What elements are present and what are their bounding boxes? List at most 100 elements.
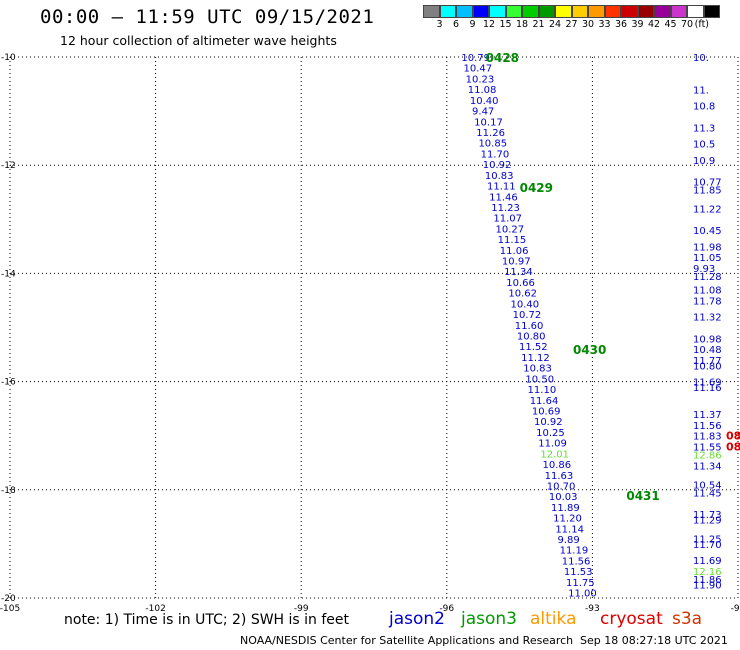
wave-height-value: 10.45 (693, 226, 722, 237)
wave-height-value: 11.63 (545, 471, 574, 482)
lon-label: -93 (585, 604, 600, 614)
legend-label: 6 (452, 19, 460, 30)
wave-height-value: 10.86 (543, 460, 572, 471)
wave-height-value: 10.8 (693, 102, 715, 113)
wave-height-value: 11.77 (693, 356, 722, 367)
wave-height-value: 10.70 (547, 481, 576, 492)
wave-height-value: 11.34 (504, 267, 533, 278)
legend-swatch (505, 5, 522, 18)
wave-height-value: 11.29 (693, 516, 722, 527)
wave-height-value: 11.75 (566, 578, 595, 589)
legend-labels: 3 6 9 12 15 18 21 24 27 30 33 36 39 42 45 70 (ft) (423, 18, 720, 30)
lon-label: -99 (294, 604, 309, 614)
wave-height-value: 10.80 (693, 361, 722, 372)
map-title: 00:00 – 11:59 UTC 09/15/2021 (40, 6, 375, 28)
legend-label: 9 (469, 19, 476, 30)
legend-swatch (522, 5, 539, 18)
wave-height-value: 10.5 (693, 140, 715, 151)
wave-height-value: 10.50 (525, 374, 554, 385)
wave-height-value: 10.03 (549, 492, 578, 503)
wave-height-value: 11.34 (693, 461, 722, 472)
wave-height-value: 11.53 (564, 567, 593, 578)
wave-height-value: 11.37 (693, 410, 722, 421)
legend-label: 3 (436, 19, 443, 30)
wave-height-value: 11.08 (468, 85, 497, 96)
wave-height-value: 10.40 (510, 299, 539, 310)
legend-swatch (621, 5, 638, 18)
lon-label: -102 (145, 604, 165, 614)
wave-height-value: 11.08 (693, 286, 722, 297)
wave-height-value: 11.78 (693, 296, 722, 307)
legend-label: 21 (532, 19, 545, 30)
legend-swatch (687, 5, 704, 18)
wave-height-value: 11.15 (498, 235, 527, 246)
wave-height-value: 10.80 (517, 332, 546, 343)
legend-unit: (ft) (694, 19, 710, 30)
wave-height-value: 10.17 (474, 117, 503, 128)
lon-label: -90 (731, 604, 740, 614)
wave-height-value: 12.16 (693, 567, 722, 578)
legend-swatch (571, 5, 588, 18)
wave-height-value: 11.10 (528, 385, 557, 396)
legend-label: 39 (631, 19, 644, 30)
wave-height-value: 10.40 (470, 96, 499, 107)
wave-height-value: 11.69 (693, 378, 722, 389)
footer-timestamp: Sep 18 08:27:18 UTC 2021 (580, 634, 728, 647)
legend-swatch (555, 5, 572, 18)
wave-height-value: 11.60 (515, 321, 544, 332)
wave-height-value: 11.07 (493, 214, 522, 225)
legend-swatch (654, 5, 671, 18)
satellite-altika-label: altika (530, 609, 577, 629)
lat-label: -16 (1, 378, 16, 388)
wave-height-value: 11.56 (562, 556, 591, 567)
wave-height-value: 11.52 (519, 342, 548, 353)
wave-height-value: 10.27 (496, 224, 525, 235)
legend-label: 30 (581, 19, 595, 30)
edge-orbit-label: 08 (726, 430, 740, 443)
wave-height-value: 10.85 (478, 139, 507, 150)
lat-label: -10 (1, 53, 16, 63)
wave-height-value: 11.22 (693, 204, 722, 215)
wave-height-value: 10.62 (508, 289, 537, 300)
satellite-cryosat-label: cryosat (600, 609, 663, 629)
wave-height-value: 11.20 (553, 514, 582, 525)
wave-height-value: 10.69 (532, 406, 561, 417)
wave-height-value: 11.55 (693, 443, 722, 454)
legend-swatch (456, 5, 473, 18)
wave-height-value: 10.97 (502, 257, 531, 268)
legend-label: 24 (548, 19, 562, 30)
wave-height-value: 10.25 (536, 428, 565, 439)
legend-swatch (423, 5, 440, 18)
wave-height-value: 11.16 (693, 383, 722, 394)
color-legend: 3 6 9 12 15 18 21 24 27 30 33 36 39 42 45 70 (ft) (423, 5, 720, 30)
wave-height-value: 11.70 (693, 540, 722, 551)
legend-swatch (637, 5, 654, 18)
edge-orbit-label: 08 (726, 441, 740, 454)
legend-label: 33 (598, 19, 611, 30)
wave-height-value: 11.83 (693, 432, 722, 443)
wave-height-value: 11.90 (693, 580, 722, 591)
legend-swatch (472, 5, 489, 18)
legend-label: 70 (680, 19, 694, 30)
lat-label: -20 (1, 594, 16, 604)
wave-height-value: 11.05 (693, 253, 722, 264)
wave-height-value: 12.01 (540, 449, 569, 460)
wave-height-value: 11.45 (693, 489, 722, 500)
wave-height-value: 11.70 (481, 149, 510, 160)
wave-height-value: 10.77 (693, 177, 722, 188)
legend-label: 18 (515, 19, 529, 30)
lon-label: -96 (439, 604, 454, 614)
wave-height-value: 11.23 (491, 203, 520, 214)
wave-height-value: 11.00 (568, 589, 597, 600)
wave-height-value: 11.56 (693, 421, 722, 432)
wave-height-value: 9.93 (693, 264, 715, 275)
lat-label: -14 (1, 269, 16, 279)
footer-credit: NOAA/NESDIS Center for Satellite Applica… (240, 634, 574, 647)
map-subtitle: 12 hour collection of altimeter wave hei… (60, 33, 337, 48)
legend-label: 42 (647, 19, 661, 30)
wave-height-value: 11.11 (487, 182, 516, 193)
wave-height-value: 11.26 (476, 128, 505, 139)
wave-height-value: 10. (693, 53, 709, 64)
wave-height-value: 10.54 (693, 480, 722, 491)
